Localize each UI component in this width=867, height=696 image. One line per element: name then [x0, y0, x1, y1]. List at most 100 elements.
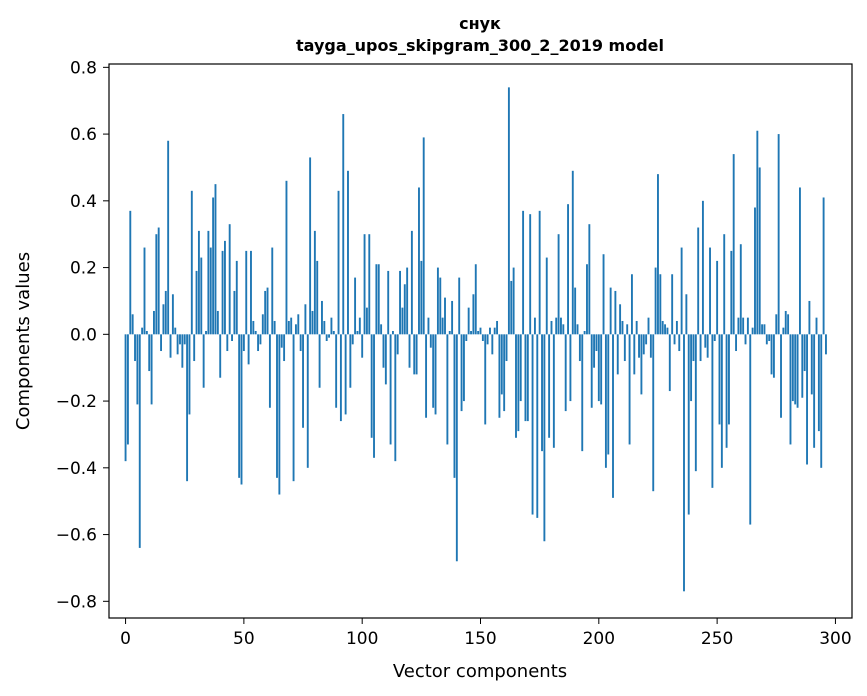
x-tick-label: 200: [583, 629, 615, 649]
bar: [207, 230, 210, 335]
bar: [810, 334, 813, 395]
bar: [730, 250, 733, 335]
bar: [389, 334, 392, 445]
bar: [448, 330, 451, 335]
bar: [292, 334, 295, 482]
bar: [574, 287, 577, 335]
bar: [500, 334, 503, 395]
bar: [571, 170, 574, 335]
bar: [659, 274, 662, 335]
bar: [595, 334, 598, 352]
bar: [619, 304, 622, 335]
bar: [396, 334, 399, 355]
bar: [486, 334, 489, 345]
bar: [671, 274, 674, 335]
bar: [789, 334, 792, 445]
x-axis-label: Vector components: [393, 661, 567, 682]
bar: [604, 334, 607, 468]
bar: [392, 330, 394, 335]
bar: [280, 334, 283, 348]
bar: [242, 334, 245, 352]
bar: [129, 210, 132, 335]
bar: [455, 334, 458, 562]
bar: [406, 267, 409, 335]
bar: [806, 334, 808, 465]
bar: [673, 334, 676, 345]
bar: [548, 334, 551, 438]
bar: [439, 277, 442, 335]
bar: [822, 197, 825, 335]
y-tick-label: 0.0: [70, 325, 97, 345]
x-tick-label: 250: [701, 629, 733, 649]
bar: [451, 300, 454, 335]
bar: [179, 334, 181, 345]
bar: [226, 334, 229, 352]
bar: [711, 334, 714, 488]
bar: [758, 167, 761, 335]
bar: [756, 130, 759, 335]
bar: [373, 334, 375, 458]
bar: [318, 334, 321, 388]
bar: [737, 317, 740, 335]
bar: [377, 264, 380, 335]
bar: [304, 304, 307, 335]
bar: [825, 334, 827, 355]
bar: [193, 334, 196, 362]
bar: [777, 134, 780, 335]
bar: [138, 334, 141, 548]
y-tick-label: 0.6: [70, 125, 97, 145]
bar: [550, 320, 553, 335]
bar: [657, 174, 659, 335]
bar: [145, 330, 148, 335]
bar: [621, 320, 624, 335]
y-tick-label: 0.4: [70, 192, 97, 212]
bar: [171, 294, 174, 335]
bar: [446, 334, 449, 445]
bar: [195, 270, 198, 335]
bar: [337, 190, 340, 335]
y-tick-label: −0.6: [56, 526, 97, 546]
bar: [273, 320, 276, 335]
bar: [415, 334, 418, 375]
bar: [645, 334, 648, 345]
plot-frame: [108, 63, 853, 619]
bar: [609, 287, 612, 335]
bar: [593, 334, 596, 368]
bar: [285, 180, 288, 335]
bar: [569, 334, 572, 402]
bar: [257, 334, 260, 352]
bar: [420, 260, 423, 335]
bar: [425, 334, 428, 418]
bar: [231, 334, 233, 341]
bar: [794, 334, 797, 405]
bar: [489, 327, 491, 335]
bar: [202, 334, 205, 388]
bar: [205, 330, 207, 335]
bar: [780, 334, 782, 418]
bar: [746, 317, 749, 335]
y-tick-label: 0.8: [70, 58, 97, 78]
bar: [614, 290, 617, 335]
bar: [787, 314, 790, 335]
bar: [586, 264, 588, 335]
bar: [567, 204, 569, 335]
bar: [496, 320, 499, 335]
bar: [723, 234, 726, 335]
bar: [441, 317, 444, 335]
bar: [701, 200, 704, 335]
bar: [368, 234, 371, 335]
bar: [465, 334, 468, 341]
bar: [316, 260, 319, 335]
axis-ticks: 0 50 100 150 200 250 300 0.8 0.6 0.4 0.2 0.0 −0.2 −0.…: [56, 58, 852, 649]
bar: [287, 320, 290, 335]
bar: [709, 247, 711, 335]
bar: [209, 247, 212, 335]
bar: [126, 334, 129, 445]
bar: [422, 137, 425, 335]
bar: [545, 257, 548, 335]
bar: [564, 334, 567, 412]
bar: [408, 334, 411, 368]
bar: [687, 334, 690, 515]
bar: [635, 320, 638, 335]
bar: [815, 317, 818, 335]
